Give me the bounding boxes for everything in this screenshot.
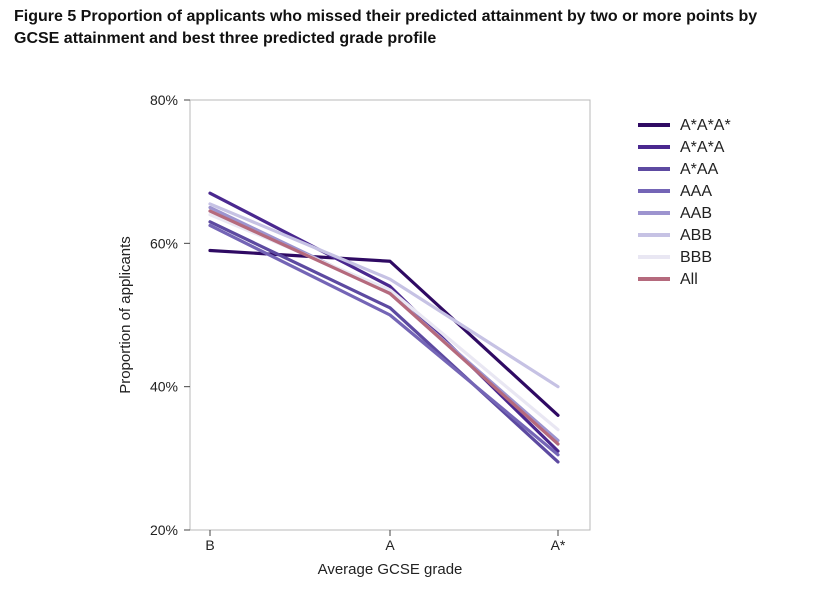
- y-tick-label: 60%: [150, 235, 178, 251]
- chart-container: 20% 40% 60% 80% B A A* Average GCSE grade Propor…: [0, 70, 840, 590]
- legend-label: A*AA: [680, 161, 719, 178]
- x-tick-label: B: [205, 537, 214, 553]
- legend-swatch: [638, 277, 670, 281]
- y-axis-label: Proportion of applicants: [117, 236, 134, 394]
- legend-swatch: [638, 189, 670, 193]
- x-axis-label: Average GCSE grade: [318, 561, 463, 578]
- legend-label: AAB: [680, 205, 712, 222]
- legend-swatch: [638, 233, 670, 237]
- y-tick-label: 20%: [150, 522, 178, 538]
- y-tick-label: 80%: [150, 92, 178, 108]
- legend-swatch: [638, 211, 670, 215]
- page: Figure 5 Proportion of applicants who mi…: [0, 0, 840, 598]
- legend-swatch: [638, 167, 670, 171]
- x-tick-label: A: [385, 537, 395, 553]
- legend-label: A*A*A*: [680, 117, 731, 134]
- legend-label: AAA: [680, 183, 712, 200]
- legend-swatch: [638, 145, 670, 149]
- legend-swatch: [638, 255, 670, 259]
- legend-swatch: [638, 123, 670, 127]
- legend-label: BBB: [680, 249, 712, 266]
- legend-label: All: [680, 271, 698, 288]
- line-chart: 20% 40% 60% 80% B A A* Average GCSE grade Propor…: [0, 70, 840, 590]
- y-tick-label: 40%: [150, 379, 178, 395]
- legend-label: ABB: [680, 227, 712, 244]
- legend-label: A*A*A: [680, 139, 725, 156]
- x-tick-label: A*: [551, 537, 566, 553]
- figure-title: Figure 5 Proportion of applicants who mi…: [14, 6, 774, 49]
